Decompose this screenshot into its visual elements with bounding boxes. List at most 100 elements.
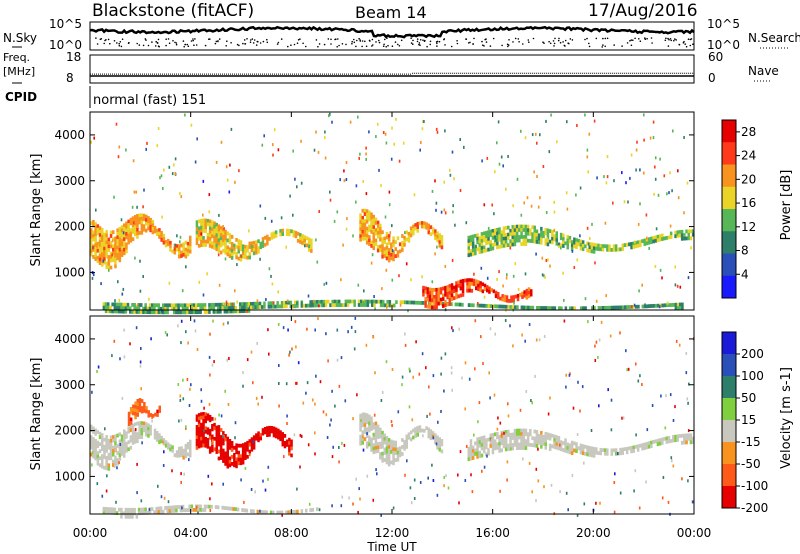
heatmap-cell (381, 244, 384, 249)
heatmap-cell (122, 511, 125, 516)
heatmap-cell (138, 220, 141, 225)
heatmap-cell (436, 442, 439, 447)
heatmap-cell (90, 238, 93, 243)
heatmap-cell (263, 235, 267, 240)
heatmap-cell (98, 456, 102, 461)
heatmap-cell (500, 230, 503, 235)
heatmap-cell (134, 429, 137, 434)
heatmap-cell (230, 441, 234, 445)
heatmap-cell (213, 225, 216, 229)
heatmap-cell (112, 230, 115, 235)
heatmap-cell (650, 236, 653, 241)
heatmap-cell (485, 438, 488, 443)
heatmap-cell (435, 291, 438, 296)
heatmap-cell (533, 239, 536, 244)
heatmap-cell (133, 511, 136, 516)
heatmap-speckle (635, 362, 637, 366)
heatmap-cell (145, 221, 148, 226)
heatmap-speckle (96, 370, 98, 373)
heatmap-speckle (589, 237, 591, 240)
heatmap-cell (374, 228, 378, 232)
heatmap-cell (376, 234, 380, 239)
heatmap-speckle (292, 305, 294, 309)
heatmap-speckle (380, 184, 382, 188)
heatmap-cell (384, 303, 387, 308)
heatmap-speckle (190, 383, 192, 387)
heatmap-cell (472, 303, 475, 308)
heatmap-speckle (326, 436, 329, 439)
heatmap-speckle (502, 164, 504, 168)
heatmap-cell (344, 303, 348, 307)
nsearch-point (256, 40, 259, 43)
heatmap-cell (151, 414, 155, 418)
heatmap-cell (494, 304, 497, 309)
heatmap-cell (112, 438, 115, 443)
heatmap-cell (228, 254, 232, 259)
heatmap-cell (127, 440, 130, 445)
nsearch-point (364, 40, 366, 43)
heatmap-cell (524, 439, 528, 443)
heatmap-cell (416, 221, 419, 226)
heatmap-cell (584, 444, 587, 449)
heatmap-cell (381, 455, 384, 460)
heatmap-speckle (222, 482, 224, 486)
heatmap-cell (138, 213, 141, 218)
heatmap-cell (233, 243, 236, 248)
heatmap-cell (131, 230, 135, 235)
heatmap-cell (219, 309, 222, 314)
heatmap-speckle (331, 389, 333, 393)
heatmap-cell (575, 445, 578, 450)
heatmap-cell (204, 415, 207, 420)
heatmap-speckle (531, 490, 533, 494)
heatmap-speckle (543, 485, 545, 489)
heatmap-cell (210, 306, 213, 311)
heatmap-cell (129, 421, 133, 425)
heatmap-cell (134, 218, 137, 223)
heatmap-cell (175, 247, 179, 252)
heatmap-cell (244, 255, 247, 260)
heatmap-cell (626, 305, 629, 309)
heatmap-cell (104, 507, 108, 511)
heatmap-speckle (374, 307, 376, 311)
heatmap-cell (279, 232, 282, 237)
heatmap-speckle (123, 328, 125, 332)
heatmap-cell (333, 299, 337, 304)
heatmap-cell (116, 458, 119, 462)
heatmap-speckle (189, 387, 191, 391)
heatmap-cell (381, 247, 384, 252)
heatmap-cell (634, 244, 638, 249)
nsearch-point (559, 41, 562, 44)
heatmap-speckle (381, 391, 384, 394)
heatmap-cell (222, 234, 225, 239)
heatmap-cell (90, 452, 93, 457)
heatmap-cell (186, 445, 190, 450)
heatmap-cell (487, 237, 490, 241)
heatmap-cell (241, 309, 244, 313)
x-tick-label: 00:00 (677, 526, 712, 540)
heatmap-cell (199, 303, 202, 307)
heatmap-speckle (482, 362, 484, 365)
heatmap-cell (480, 249, 484, 254)
heatmap-cell (213, 422, 216, 427)
nsearch-point (109, 42, 111, 45)
nsearch-point (604, 45, 606, 48)
heatmap-cell (635, 304, 638, 309)
heatmap-cell (228, 302, 231, 307)
nsearch-point (230, 42, 232, 44)
heatmap-speckle (129, 342, 131, 346)
heatmap-cell (145, 218, 148, 222)
heatmap-cell (489, 229, 492, 234)
heatmap-cell (510, 295, 513, 300)
heatmap-cell (127, 426, 130, 431)
heatmap-speckle (91, 276, 94, 280)
nsearch-point (113, 40, 116, 42)
heatmap-speckle (231, 302, 234, 306)
heatmap-cell (519, 292, 522, 297)
heatmap-speckle (213, 360, 215, 364)
heatmap-cell (281, 432, 284, 436)
heatmap-cell (431, 230, 435, 235)
heatmap-cell (107, 241, 111, 245)
heatmap-speckle (421, 352, 424, 356)
heatmap-speckle (296, 487, 298, 491)
heatmap-cell (211, 230, 214, 235)
